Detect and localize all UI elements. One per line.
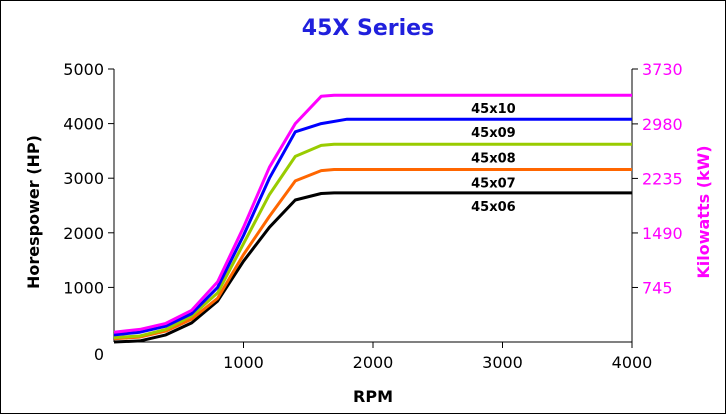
series-label-45x08: 45x08 bbox=[471, 151, 516, 166]
series-label-45x09: 45x09 bbox=[471, 126, 516, 141]
y2-tick-label: 2235 bbox=[642, 169, 683, 188]
series-label-45x07: 45x07 bbox=[471, 176, 516, 191]
series-label-45x10: 45x10 bbox=[471, 102, 516, 117]
y-tick-label: 2000 bbox=[63, 224, 104, 243]
y-tick-label: 1000 bbox=[63, 278, 104, 297]
chart-title: 45X Series bbox=[302, 16, 434, 41]
origin-tick-label: 0 bbox=[94, 345, 104, 364]
plot-area: 1000 2000 3000 4000 5000 0 1000 2000 3000 4000 745… bbox=[63, 60, 682, 372]
x-tick-label: 4000 bbox=[612, 353, 653, 372]
series-line-45x06 bbox=[113, 191, 632, 344]
series-line-45x09 bbox=[113, 117, 632, 337]
y2-tick-label: 1490 bbox=[642, 224, 683, 243]
y-tick-label: 4000 bbox=[63, 115, 104, 134]
y2-tick-label: 2980 bbox=[642, 115, 683, 134]
series-line-45x08 bbox=[113, 142, 632, 340]
x-axis-label: RPM bbox=[353, 387, 393, 406]
y-tick-label: 3000 bbox=[63, 169, 104, 188]
series-line-45x10 bbox=[113, 93, 632, 334]
y-tick-label: 5000 bbox=[63, 60, 104, 79]
y2-tick-label: 3730 bbox=[642, 60, 683, 79]
series-label-45x06: 45x06 bbox=[471, 200, 516, 215]
x-tick-label: 1000 bbox=[223, 353, 264, 372]
x-tick-label: 2000 bbox=[353, 353, 394, 372]
x-tick-label: 3000 bbox=[482, 353, 523, 372]
y2-tick-label: 745 bbox=[642, 278, 673, 297]
y2-axis-label: Kilowatts (kW) bbox=[694, 145, 713, 278]
y-axis-label: Horespower (HP) bbox=[24, 135, 43, 289]
